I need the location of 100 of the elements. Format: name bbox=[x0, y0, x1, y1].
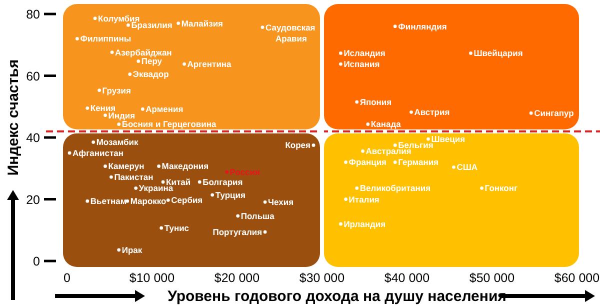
point bbox=[117, 122, 121, 126]
point bbox=[263, 200, 267, 204]
point bbox=[166, 198, 170, 202]
annotation: Франция bbox=[348, 157, 387, 168]
annotation: Вьетнам bbox=[90, 196, 127, 206]
annotation: Перу bbox=[141, 56, 162, 66]
annotation: Турция bbox=[215, 190, 246, 200]
point bbox=[339, 52, 342, 55]
annotation: Марокко bbox=[130, 196, 166, 206]
annotation: Сербия bbox=[171, 195, 203, 206]
point bbox=[92, 140, 96, 144]
point bbox=[355, 100, 359, 104]
point bbox=[117, 248, 121, 252]
point bbox=[161, 180, 165, 184]
x-tick-label: $30 000 bbox=[299, 271, 345, 285]
point bbox=[176, 22, 180, 25]
y-tick-label: 20 bbox=[26, 192, 40, 207]
annotation: Саудовская Аравия bbox=[266, 22, 316, 44]
annotation: Филиппины bbox=[80, 34, 132, 44]
point bbox=[86, 106, 90, 110]
annotation: Канада bbox=[370, 119, 402, 130]
x-tick-label: $10 000 bbox=[129, 271, 175, 285]
point bbox=[480, 186, 484, 190]
point bbox=[312, 144, 316, 147]
annotation: Исландия bbox=[344, 48, 386, 58]
point bbox=[98, 88, 101, 92]
point bbox=[140, 107, 144, 111]
annotation: Германия bbox=[398, 157, 439, 168]
point bbox=[529, 111, 533, 115]
point bbox=[160, 226, 164, 230]
annotation: Македония bbox=[162, 161, 209, 172]
annotation: Армения bbox=[146, 104, 184, 114]
annotation: Австрия bbox=[414, 107, 450, 118]
x-tick-label: $40 000 bbox=[384, 271, 430, 285]
point bbox=[68, 151, 72, 155]
annotation: США bbox=[456, 162, 478, 172]
annotation: Афганистан bbox=[72, 148, 124, 158]
point bbox=[104, 164, 107, 168]
point bbox=[339, 62, 342, 66]
point bbox=[366, 122, 370, 126]
y-tick-label: 80 bbox=[26, 8, 40, 22]
point bbox=[136, 60, 140, 63]
x-axis-title: Уровень годового дохода на душу населения bbox=[168, 288, 506, 305]
annotation: Польша bbox=[240, 210, 275, 221]
point bbox=[344, 160, 348, 164]
point bbox=[361, 149, 364, 153]
point bbox=[182, 62, 186, 66]
point bbox=[128, 72, 132, 76]
annotation: Испания bbox=[344, 59, 380, 70]
point bbox=[339, 222, 342, 226]
point bbox=[393, 24, 397, 28]
point bbox=[110, 175, 113, 179]
point bbox=[393, 160, 397, 164]
x-tick-label: 0 bbox=[64, 271, 71, 285]
annotation: Япония bbox=[360, 96, 392, 107]
annotation: Корея bbox=[285, 140, 311, 150]
annotation: Италия bbox=[348, 194, 380, 204]
y-axis-title: Индекс счастья bbox=[5, 59, 22, 176]
point bbox=[134, 186, 138, 190]
annotation: Камерун bbox=[108, 161, 144, 172]
annotation: Финляндия bbox=[398, 21, 447, 32]
annotation: Грузия bbox=[102, 85, 131, 96]
annotation: Аргентина bbox=[187, 59, 232, 70]
point bbox=[263, 230, 267, 234]
annotation: Эквадор bbox=[132, 69, 169, 80]
annotation: Малайзия bbox=[181, 18, 224, 28]
point bbox=[93, 16, 97, 20]
y-tick-label: 40 bbox=[26, 131, 40, 145]
x-tick-label: $60 000 bbox=[554, 271, 600, 285]
annotation: Великобритания bbox=[360, 183, 431, 194]
point bbox=[469, 52, 472, 55]
annotation: Тунис bbox=[164, 222, 190, 233]
point bbox=[355, 186, 359, 190]
annotation: Азербайджан bbox=[115, 47, 172, 58]
annotation: Швейцария bbox=[474, 48, 523, 58]
annotation: Болгария bbox=[202, 176, 243, 187]
x-tick-label: $50 000 bbox=[469, 271, 515, 285]
y-tick-label: 60 bbox=[26, 69, 40, 84]
annotation: Швеция bbox=[431, 134, 466, 144]
y-tick-label: 0 bbox=[33, 254, 40, 268]
annotation: Ирландия bbox=[344, 218, 386, 229]
annotation: Сингапур bbox=[534, 108, 574, 118]
point bbox=[198, 180, 202, 184]
point bbox=[236, 214, 240, 218]
point bbox=[452, 165, 456, 169]
point bbox=[86, 199, 90, 203]
point bbox=[393, 144, 397, 147]
point bbox=[210, 193, 214, 197]
point bbox=[104, 114, 107, 117]
point bbox=[110, 50, 114, 54]
annotation: Россия bbox=[230, 167, 260, 178]
point bbox=[76, 37, 79, 40]
point bbox=[225, 170, 228, 174]
annotation: Португалия bbox=[212, 226, 262, 237]
annotation: Гонконг bbox=[484, 183, 518, 194]
annotation: Ирак bbox=[122, 244, 143, 255]
annotation: Чехия bbox=[268, 197, 294, 208]
annotation: Китай bbox=[166, 176, 191, 187]
point bbox=[157, 164, 160, 168]
annotation: Босния и Герцеговина bbox=[122, 119, 216, 130]
